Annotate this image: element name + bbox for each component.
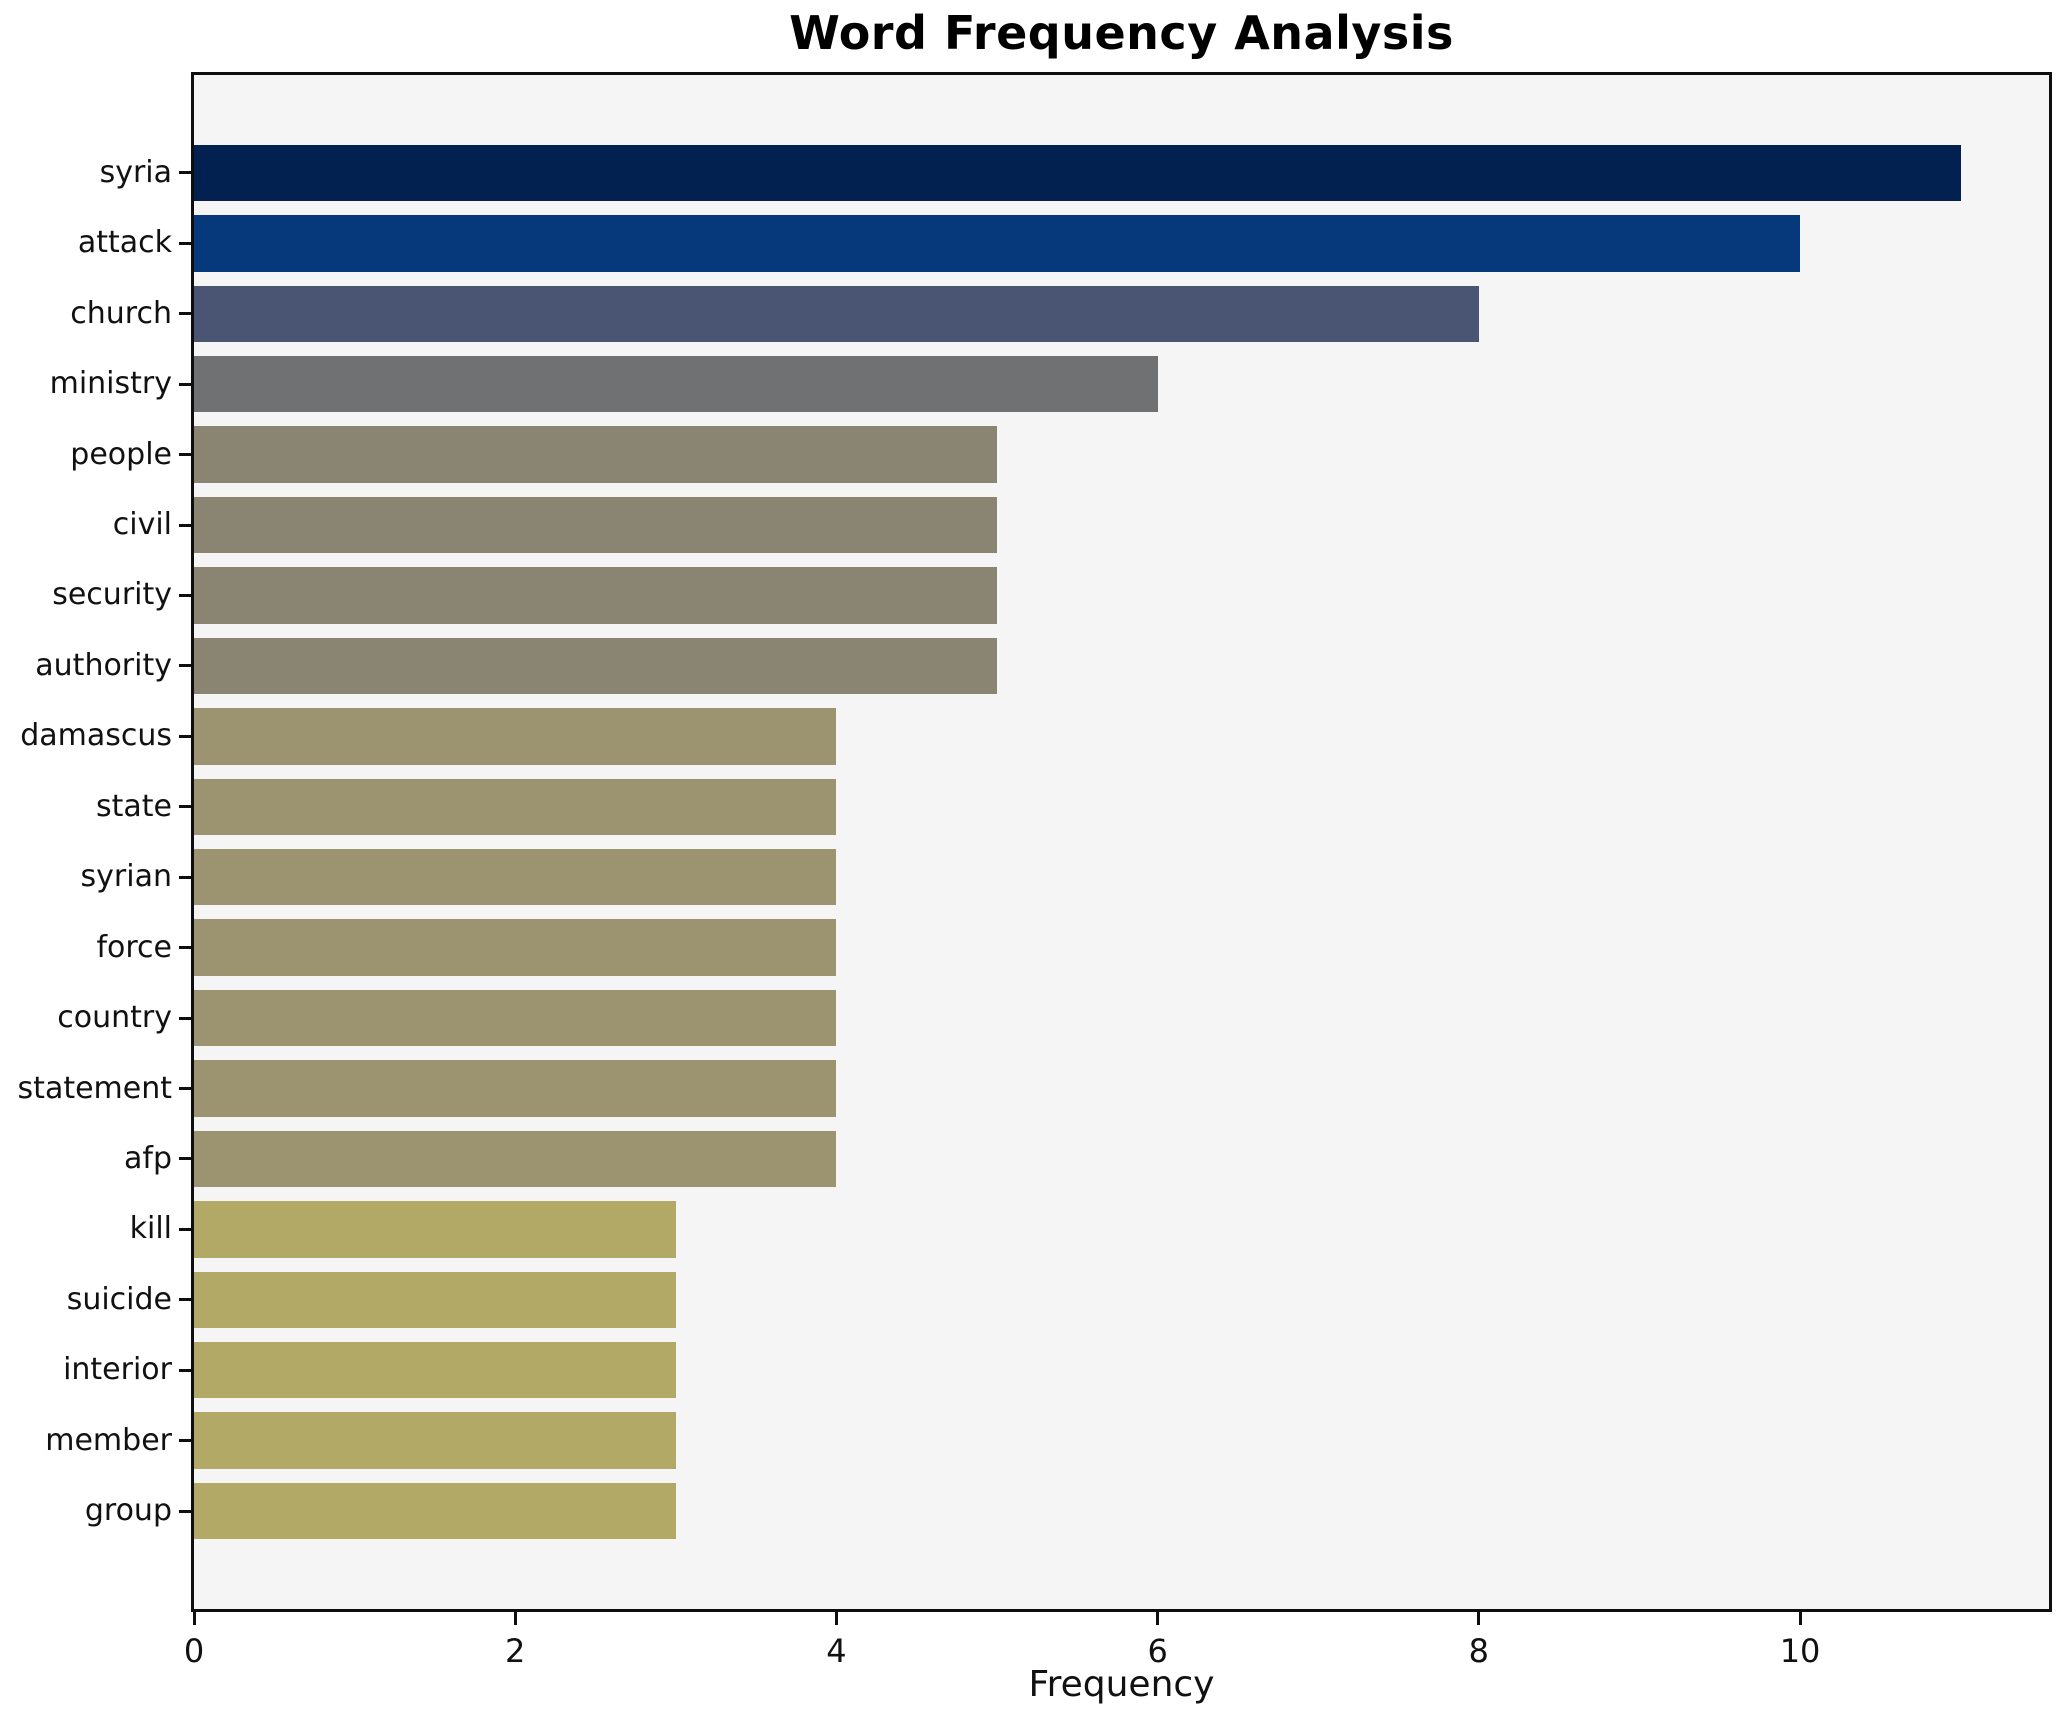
y-tick-mark <box>179 1016 191 1020</box>
y-tick-label-security: security <box>52 577 172 613</box>
y-tick-label-syria: syria <box>99 154 172 190</box>
y-tick-label-syrian: syrian <box>80 859 172 895</box>
y-tick-mark <box>179 312 191 316</box>
x-tick-label-4: 4 <box>826 1632 847 1670</box>
bar-member <box>194 1412 676 1469</box>
y-tick-label-member: member <box>45 1422 172 1458</box>
y-tick-mark <box>179 946 191 950</box>
x-tick-mark <box>834 1612 838 1625</box>
bar-ministry <box>194 356 1158 413</box>
y-tick-label-suicide: suicide <box>66 1281 172 1317</box>
x-tick-mark <box>192 1612 196 1625</box>
bar-syria <box>194 144 1961 202</box>
bar-civil <box>194 496 998 554</box>
bar-country <box>194 989 837 1047</box>
y-tick-mark <box>179 1157 191 1161</box>
bar-afp <box>194 1130 837 1188</box>
x-tick-mark <box>1798 1612 1802 1625</box>
y-tick-label-damascus: damascus <box>20 718 172 754</box>
chart-title: Word Frequency Analysis <box>789 6 1454 60</box>
y-tick-label-authority: authority <box>35 647 172 683</box>
y-tick-mark <box>179 1298 191 1302</box>
y-tick-label-interior: interior <box>63 1352 172 1388</box>
y-tick-label-statement: statement <box>17 1070 172 1106</box>
bar-attack <box>194 215 1801 272</box>
y-tick-mark <box>179 1439 191 1443</box>
bar-group <box>194 1482 676 1540</box>
x-tick-mark <box>513 1612 517 1625</box>
x-tick-label-10: 10 <box>1779 1632 1821 1670</box>
y-tick-mark <box>179 875 191 879</box>
bar-kill <box>194 1201 676 1258</box>
x-tick-label-2: 2 <box>505 1632 526 1670</box>
x-tick-label-0: 0 <box>183 1632 205 1670</box>
y-tick-mark <box>179 664 191 668</box>
y-tick-mark <box>179 453 191 457</box>
y-tick-mark <box>179 171 191 175</box>
y-tick-label-civil: civil <box>112 507 172 543</box>
x-tick-label-6: 6 <box>1147 1632 1168 1670</box>
x-tick-mark <box>1477 1612 1481 1625</box>
bar-church <box>194 285 1479 342</box>
bar-state <box>194 778 837 835</box>
y-tick-label-group: group <box>84 1493 172 1529</box>
bar-force <box>194 919 837 976</box>
y-tick-mark <box>179 734 191 738</box>
y-tick-mark <box>179 805 191 809</box>
bar-people <box>194 426 998 483</box>
bar-authority <box>194 637 998 695</box>
bar-damascus <box>194 708 837 765</box>
y-tick-label-country: country <box>57 1000 172 1036</box>
x-tick-label-8: 8 <box>1468 1632 1490 1670</box>
y-tick-label-attack: attack <box>77 225 172 261</box>
bar-statement <box>194 1060 837 1117</box>
y-tick-mark <box>179 1227 191 1231</box>
y-tick-label-ministry: ministry <box>49 366 172 402</box>
y-tick-mark <box>179 1087 191 1090</box>
y-tick-label-afp: afp <box>124 1140 172 1176</box>
y-tick-mark <box>179 523 191 527</box>
bar-security <box>194 567 998 624</box>
y-tick-mark <box>179 593 191 597</box>
plot-area <box>191 72 2052 1612</box>
y-tick-mark <box>179 241 191 245</box>
y-tick-label-people: people <box>70 436 172 472</box>
bar-interior <box>194 1342 676 1399</box>
bar-suicide <box>194 1271 676 1328</box>
x-axis-label: Frequency <box>1028 1664 1215 1705</box>
y-tick-label-kill: kill <box>129 1211 172 1247</box>
y-tick-mark <box>179 1368 191 1372</box>
y-tick-label-state: state <box>96 788 172 824</box>
y-tick-mark <box>179 382 191 386</box>
bar-syrian <box>194 849 837 906</box>
x-tick-mark <box>1156 1612 1160 1625</box>
y-tick-label-force: force <box>96 929 172 965</box>
y-tick-mark <box>179 1509 191 1513</box>
y-tick-label-church: church <box>70 295 172 331</box>
